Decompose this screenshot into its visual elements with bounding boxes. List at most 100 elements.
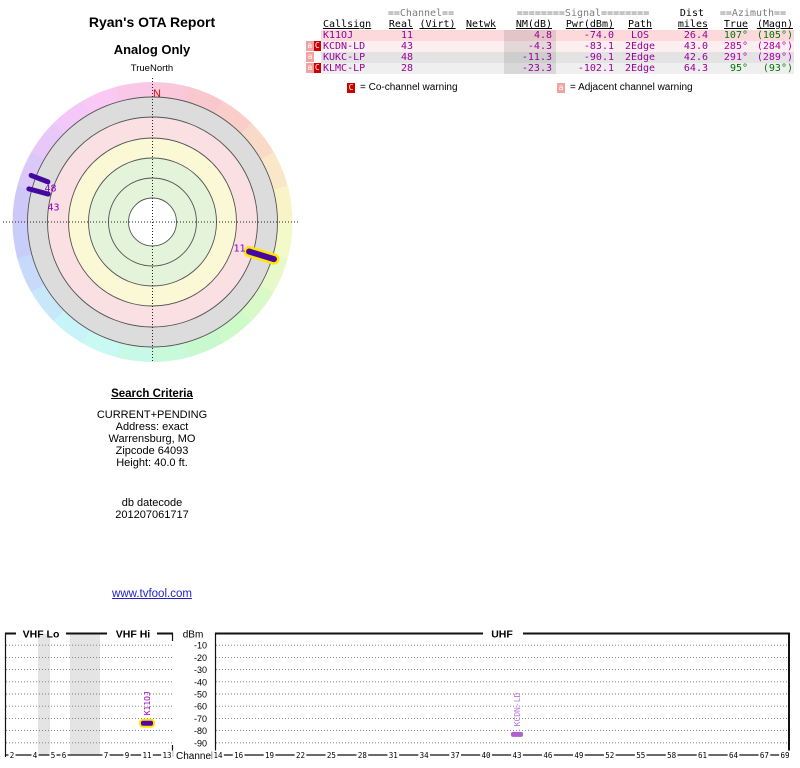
y-tick-label: -20 bbox=[194, 653, 207, 663]
polar-marker-11: 11 bbox=[233, 243, 280, 265]
search-criteria-heading: Search Criteria bbox=[111, 388, 193, 400]
tick-label-bg bbox=[387, 750, 400, 759]
y-tick-label: -10 bbox=[194, 641, 207, 651]
tick-label-bg bbox=[696, 750, 709, 759]
compass-hue-sector bbox=[52, 309, 90, 344]
tick-label-bg bbox=[8, 750, 16, 759]
compass-hue-sector bbox=[260, 254, 288, 294]
channel-tick-label: 67 bbox=[760, 751, 769, 760]
channel-tick-label: 58 bbox=[667, 751, 677, 760]
tick-label-bg bbox=[449, 750, 461, 759]
y-tick-label: -50 bbox=[194, 690, 207, 700]
channel-tick-label: 46 bbox=[543, 751, 553, 760]
channel-tick-label: 34 bbox=[420, 751, 430, 760]
col-header-magn: (Magn) bbox=[756, 19, 793, 30]
channel-tick-label: 4 bbox=[33, 751, 38, 760]
compass-hue-sector bbox=[151, 342, 189, 362]
co-channel-warning-icon: C bbox=[313, 63, 321, 73]
compass-hue-sector bbox=[273, 185, 293, 224]
channel-tick-label: 40 bbox=[482, 751, 492, 760]
criteria-line: Height: 40.0 ft. bbox=[116, 457, 188, 469]
channel-tick-label: 16 bbox=[234, 751, 244, 760]
cell-noise-margin: 4.8 bbox=[504, 30, 556, 41]
tick-label-bg bbox=[665, 750, 678, 759]
col-header-pwr: Pwr(dBm) bbox=[565, 19, 614, 30]
tick-label-bg bbox=[542, 750, 554, 759]
compass-hue-sector bbox=[16, 253, 45, 292]
compass-hue-sector bbox=[272, 222, 293, 260]
tick-label-bg bbox=[480, 750, 492, 759]
col-header-path: Path bbox=[627, 19, 653, 30]
cell-miles: 26.4 bbox=[662, 30, 712, 41]
y-axis-label: dBm bbox=[183, 630, 204, 641]
group-header-azimuth: ==Azimuth== bbox=[719, 8, 787, 19]
col-header-real: Real bbox=[388, 19, 413, 30]
cell-network bbox=[458, 52, 504, 63]
cell-noise-margin: -4.3 bbox=[504, 41, 556, 52]
adjacent-channel-warning-icon: a bbox=[306, 52, 314, 62]
channel-tick-label: 37 bbox=[451, 751, 460, 760]
report-title: Ryan's OTA Report bbox=[88, 14, 216, 30]
tick-label-bg bbox=[102, 750, 110, 759]
cell-callsign: KLMC-LP bbox=[321, 63, 384, 74]
compass-hue-sector bbox=[116, 82, 154, 102]
channel-tick-label: 11 bbox=[142, 751, 151, 760]
table-body: K11OJ 11 4.8 -74.0 LOS 26.4 107° (105°) a C KCDN-L… bbox=[306, 30, 794, 74]
cell-path: LOS bbox=[618, 30, 662, 41]
tick-label-bg bbox=[49, 750, 57, 759]
site-link-wrap: www.tvfool.com bbox=[27, 588, 277, 600]
warning-badges: a bbox=[306, 52, 321, 63]
table-column-header-row: Callsign Real (Virt) Netwk NM(dB) Pwr(dB… bbox=[306, 19, 794, 30]
compass-hue-sector bbox=[31, 121, 66, 160]
x-axis-label: Channel bbox=[176, 751, 213, 762]
compass-hue-sector bbox=[240, 123, 275, 161]
tvfool-link[interactable]: www.tvfool.com bbox=[112, 588, 192, 600]
adjacent-channel-legend: a = Adjacent channel warning bbox=[557, 82, 693, 93]
compass-hue-sector bbox=[17, 150, 45, 190]
report-subtitle: Analog Only bbox=[113, 42, 191, 57]
channel-tick-label: 55 bbox=[636, 751, 645, 760]
y-tick-label: -80 bbox=[194, 726, 207, 736]
search-criteria: Search Criteria CURRENT+PENDING Address:… bbox=[27, 388, 277, 469]
station-marker-K11OJ: K11OJ bbox=[139, 691, 155, 728]
cell-azimuth-magnetic: (289°) bbox=[750, 52, 794, 63]
compass-hue-sector bbox=[215, 100, 253, 135]
band-title-uhf: UHF bbox=[491, 629, 513, 641]
compass-hue-sector bbox=[184, 86, 224, 115]
tick-label-bg bbox=[356, 750, 369, 759]
compass-hue-sector bbox=[53, 100, 92, 134]
adjacent-channel-warning-icon: a bbox=[306, 63, 314, 73]
adjacent-channel-warning-icon: a bbox=[306, 41, 314, 51]
compass-hue-sector bbox=[12, 184, 33, 222]
cell-power: -74.0 bbox=[556, 30, 618, 41]
true-north-label: TrueNorth bbox=[130, 63, 174, 74]
co-channel-warning-icon: C bbox=[313, 41, 321, 51]
cell-virtual-channel bbox=[417, 63, 458, 74]
cell-noise-margin: -23.3 bbox=[504, 63, 556, 74]
y-tick-label: -60 bbox=[194, 702, 207, 712]
cell-azimuth-true: 107° bbox=[712, 30, 750, 41]
table-row-K11OJ: K11OJ 11 4.8 -74.0 LOS 26.4 107° (105°) bbox=[306, 30, 794, 41]
tick-label-bg bbox=[511, 750, 523, 759]
station-marker-label: KCDN-LD bbox=[513, 692, 522, 726]
table-row-KUKC-LP: a KUKC-LP 48 -11.3 -90.1 2Edge 42.6 291° (289°) bbox=[306, 52, 794, 63]
tick-label-bg bbox=[123, 750, 131, 759]
compass-hue-sector bbox=[260, 152, 289, 191]
col-header-nm: NM(dB) bbox=[515, 19, 552, 30]
polar-marker-label: 11 bbox=[233, 243, 245, 254]
criteria-line: CURRENT+PENDING bbox=[96, 409, 208, 421]
y-tick-label: -40 bbox=[194, 677, 207, 687]
cell-azimuth-magnetic: (105°) bbox=[750, 30, 794, 41]
tick-label-bg bbox=[141, 750, 153, 759]
tick-label-bg bbox=[779, 750, 791, 759]
tick-label-bg bbox=[634, 750, 647, 759]
warning-badges bbox=[306, 30, 321, 41]
channel-tick-label: 43 bbox=[512, 751, 521, 760]
y-tick-label: -90 bbox=[194, 738, 207, 748]
cell-miles: 42.6 bbox=[662, 52, 712, 63]
table-row-KCDN-LD: a C KCDN-LD 43 -4.3 -83.1 2Edge 43.0 285° (284°) bbox=[306, 41, 794, 52]
cell-virtual-channel bbox=[417, 30, 458, 41]
cell-network bbox=[458, 30, 504, 41]
